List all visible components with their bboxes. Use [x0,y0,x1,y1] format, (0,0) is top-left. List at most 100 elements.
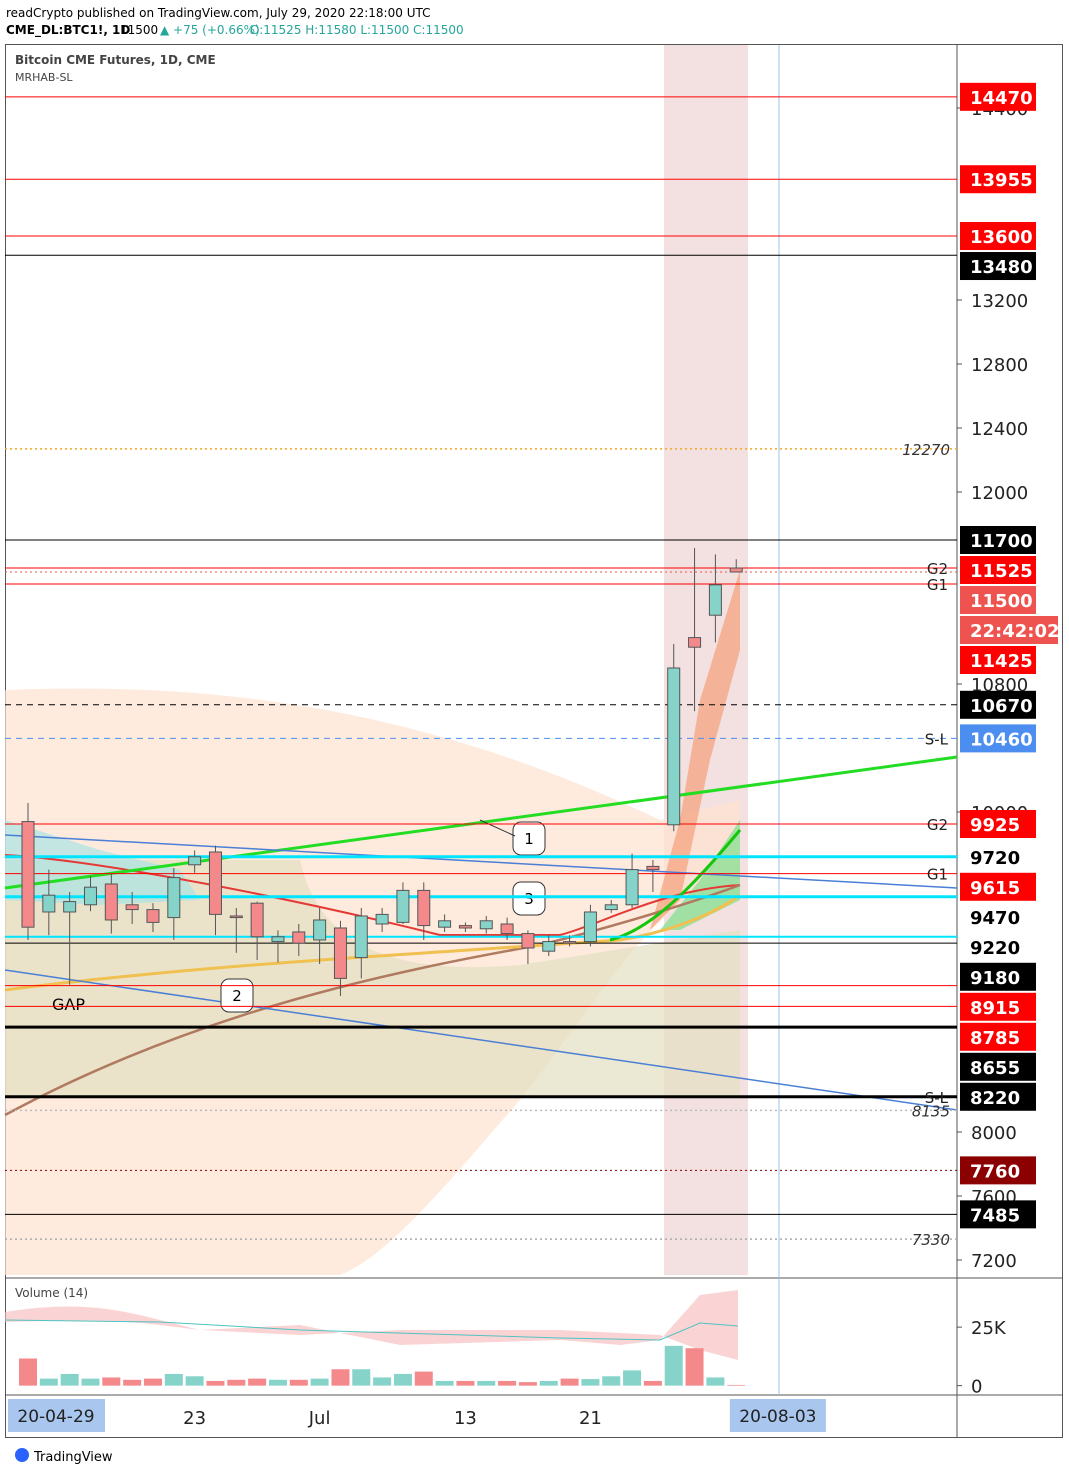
callout: 3 [512,881,546,916]
level-badge [960,616,1058,645]
candle-body [708,584,722,616]
level-badge [960,82,1036,111]
chart-title: Bitcoin CME Futures, 1D, CME [15,53,216,67]
annotation-label: 12270 [902,441,950,459]
trendline [4,834,958,889]
volume-bar [268,1379,287,1386]
level-badge [960,646,1036,675]
x-tick-label: 23 [183,1408,206,1429]
level-badge [960,1156,1036,1185]
volume-bar [81,1378,100,1386]
candle-body [63,901,77,913]
volume-bar [539,1380,558,1386]
cloud [5,820,200,905]
candle-body [250,902,264,938]
level-badge [960,842,1036,871]
candle [729,559,743,573]
candle [521,930,535,964]
volume-bar [435,1380,454,1386]
volume-bar [102,1377,121,1386]
annotation-label: 7330 [912,1231,950,1249]
volume-bar [331,1369,350,1386]
y-tick-label: 7200 [971,1251,1017,1272]
level-label: 8915 [970,998,1020,1019]
candle [542,935,556,956]
callout-text: 2 [232,987,242,1005]
volume-bar [164,1373,183,1386]
level-badge [960,252,1036,281]
level-label: 9470 [970,908,1020,929]
volume-bar [352,1369,371,1386]
candle [417,882,431,940]
level-label: 11700 [970,531,1033,552]
candle-body [125,904,139,911]
last: 11500 [120,23,158,37]
level-badge [960,1052,1036,1081]
trendline [4,969,958,1111]
volume-bar [477,1380,496,1386]
callout-text: 3 [524,890,534,908]
candle [438,914,452,932]
date-badge [8,1399,105,1432]
level-badge [960,556,1036,585]
volume-bar [39,1378,58,1386]
level-label: 8785 [970,1028,1020,1049]
level-label: 13600 [970,227,1033,248]
volume-bar [560,1378,579,1386]
level-label: 13955 [970,170,1033,191]
volume-bar [60,1373,79,1386]
y-tick-label: 12000 [971,483,1028,504]
candle [188,850,202,873]
symbol: CME_DL:BTC1!, 1D [6,23,130,38]
candle [708,554,722,643]
y-tick-label: 8000 [971,1123,1017,1144]
y-tick-label: 12800 [971,355,1028,376]
start-label: 20-04-29 [17,1407,94,1427]
candle-body [375,913,389,925]
level-badge [960,165,1036,194]
level-badge [960,724,1036,753]
volume-bar [456,1380,475,1386]
candle-body [271,936,285,943]
level-badge [960,1082,1036,1111]
ma [4,893,741,992]
volume-bar [248,1378,267,1386]
candle [563,935,577,947]
decor [4,45,958,1395]
volume-bar [373,1377,392,1386]
level-label: 22:42:02 [970,621,1060,642]
volume-bar [518,1382,537,1386]
candle [292,923,306,956]
volume-bar [664,1345,683,1386]
candle [479,915,493,934]
y-tick-label: 12400 [971,419,1028,440]
level-label: 9925 [970,815,1020,836]
level-note: G2 [927,560,948,578]
volume-bar [393,1373,412,1386]
volume-bar [206,1380,225,1386]
candle [604,899,618,913]
candle-body [229,915,243,919]
candle-body [354,915,368,959]
candle [208,845,222,936]
candle [42,869,56,936]
candle [646,859,660,892]
trendline [4,755,958,890]
callout-pointer [479,819,516,837]
candle [146,903,160,932]
ma [609,829,742,942]
candle-body [21,821,35,928]
x-tick-label: 13 [454,1408,477,1429]
candle-body [646,865,660,871]
candle-body [500,923,514,935]
candle-body [313,919,327,941]
volume-bar [123,1379,142,1386]
level-note: G2 [927,816,948,834]
level-label: 10460 [970,729,1033,750]
candle-body [292,931,306,944]
volume-bar [310,1378,329,1386]
volume-bar [706,1377,725,1386]
candle-body [563,941,577,944]
vol-band [5,1290,738,1360]
cloud [660,820,740,930]
